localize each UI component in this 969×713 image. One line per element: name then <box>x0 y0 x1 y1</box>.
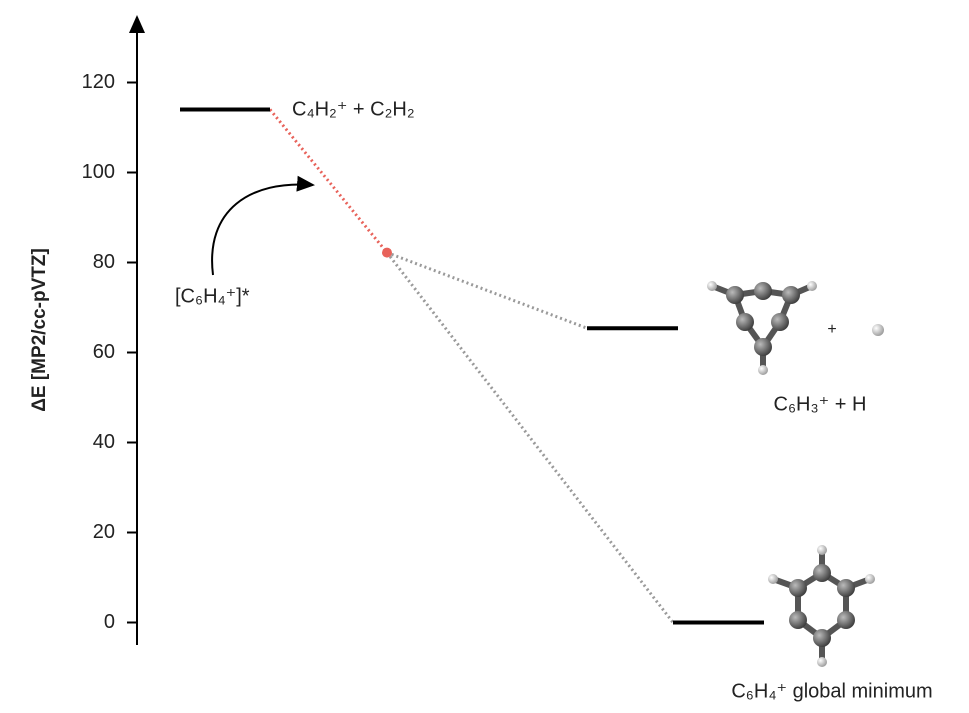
y-tick-label: 40 <box>93 431 115 453</box>
y-axis-label: ΔE [MP2/cc-pVTZ] <box>29 248 50 412</box>
intermediate-point <box>382 248 392 258</box>
c6h4-molecule <box>768 545 875 667</box>
level-label: C₆H₃⁺ + H <box>774 393 867 415</box>
c6h3-molecule <box>707 281 884 375</box>
y-tick-label: 20 <box>93 521 115 543</box>
y-tick-label: 0 <box>104 611 115 633</box>
plus-sign: + <box>827 321 836 338</box>
connector <box>387 253 673 623</box>
y-tick-label: 80 <box>93 251 115 273</box>
level-label: C₆H₄⁺ global minimum <box>731 680 932 702</box>
y-tick-label: 120 <box>82 71 115 93</box>
connector <box>270 110 387 253</box>
curved-arrow <box>212 184 313 275</box>
y-tick-label: 60 <box>93 341 115 363</box>
y-tick-label: 100 <box>82 161 115 183</box>
intermediate-label: [C₆H₄⁺]* <box>175 285 250 307</box>
chart: ΔE [MP2/cc-pVTZ] + 0 20 40 60 80 100 120 C₄H₂⁺ … <box>0 0 969 708</box>
level-label: C₄H₂⁺ + C₂H₂ <box>292 98 415 120</box>
connector <box>387 253 587 329</box>
